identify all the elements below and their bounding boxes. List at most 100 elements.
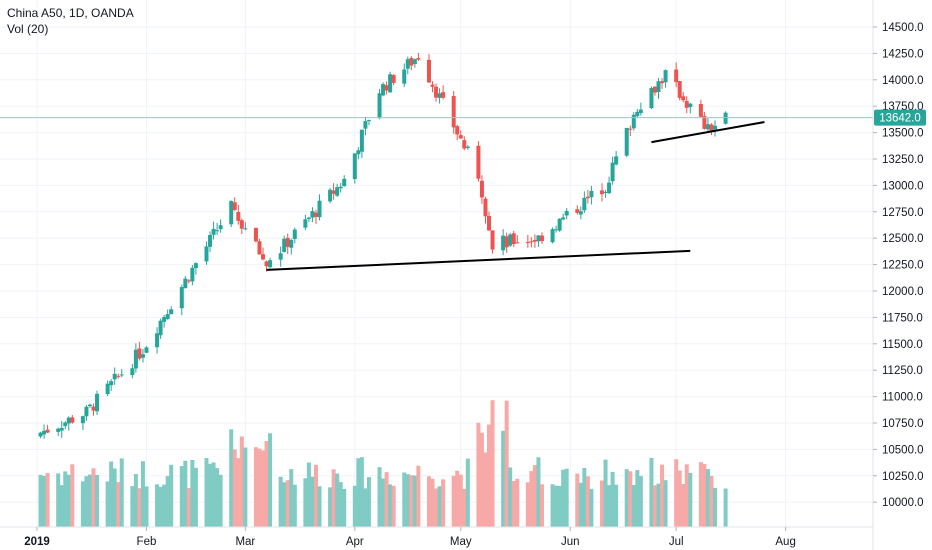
candle-body xyxy=(158,320,163,336)
candle-body xyxy=(253,227,258,242)
volume-bar xyxy=(561,469,566,527)
volume-bar xyxy=(292,484,297,527)
x-tick-label: Jun xyxy=(561,536,580,548)
candle-body xyxy=(660,81,665,84)
candle-body xyxy=(434,86,439,98)
candle-body xyxy=(624,127,629,156)
volume-bar xyxy=(525,482,530,527)
candle-body xyxy=(63,422,68,427)
volume-bar xyxy=(105,481,110,527)
volume-bar xyxy=(352,485,357,527)
volume-bar xyxy=(674,459,679,527)
y-tick-label: 10000.0 xyxy=(882,497,924,509)
volume-bar xyxy=(56,473,61,527)
volume-bar xyxy=(705,469,710,527)
y-tick-label: 12250.0 xyxy=(882,260,924,272)
volume-bar xyxy=(677,470,682,527)
volume-bar xyxy=(501,430,506,527)
candle-body xyxy=(501,235,506,251)
candle-body xyxy=(487,216,492,231)
candle-body xyxy=(628,128,633,130)
candle-body xyxy=(529,241,534,243)
y-tick-label: 11750.0 xyxy=(882,312,923,324)
candle-body xyxy=(684,101,689,108)
volume-bar xyxy=(66,474,71,527)
candle-body xyxy=(190,267,195,282)
candle-body xyxy=(409,58,414,66)
volume-bar xyxy=(95,474,100,527)
candle-body xyxy=(607,182,612,194)
volume-bar xyxy=(409,475,414,527)
candle-body xyxy=(479,180,484,198)
volume-bar xyxy=(338,482,343,527)
candle-body xyxy=(162,316,167,322)
volume-bar xyxy=(663,480,668,527)
candle-body xyxy=(441,92,446,98)
volume-bar xyxy=(328,487,333,527)
candle-body xyxy=(313,212,318,217)
volume-bar xyxy=(511,481,516,527)
volume-bar xyxy=(455,470,460,527)
volume-bar xyxy=(169,464,174,527)
volume-bar xyxy=(405,474,410,527)
volume-bar xyxy=(578,482,583,527)
time-scale[interactable]: 2019 Feb Mar Apr May Jun Jul Aug xyxy=(24,527,796,548)
candle-body xyxy=(264,261,269,267)
y-tick-label: 14250.0 xyxy=(882,48,924,60)
x-tick-label: Feb xyxy=(137,536,157,548)
candle-body xyxy=(91,406,96,411)
volume-bar xyxy=(303,478,308,527)
volume-bar xyxy=(359,457,364,527)
price-scale[interactable]: 10000.0 10250.0 10500.0 10750.0 11000.0 11250… xyxy=(873,22,924,509)
candle-body xyxy=(317,200,322,218)
candle-body xyxy=(674,69,679,83)
volume-bar xyxy=(702,464,707,527)
candle-body xyxy=(603,191,608,193)
candle-body xyxy=(278,253,283,260)
candle-body xyxy=(363,121,368,129)
volume-bar xyxy=(179,466,184,527)
volume-bar xyxy=(582,467,587,527)
volume-bar xyxy=(532,465,537,527)
candle-body xyxy=(179,287,184,309)
candle-body xyxy=(663,70,668,83)
volume-bar xyxy=(451,475,456,527)
volume-bar xyxy=(243,447,248,527)
volume-bar xyxy=(268,433,273,527)
candle-body xyxy=(282,238,287,252)
candle-body xyxy=(709,124,714,132)
volume-bar xyxy=(109,461,114,527)
candle-body xyxy=(508,234,513,246)
candle-body xyxy=(405,59,410,69)
volume-bar xyxy=(607,485,612,527)
volume-bar xyxy=(458,474,463,527)
candle-body xyxy=(511,233,516,245)
volume-bar xyxy=(508,467,513,527)
volume-bar xyxy=(218,474,223,527)
volume-bar xyxy=(709,475,714,527)
y-tick-label: 13250.0 xyxy=(882,154,924,166)
volume-bar xyxy=(38,474,43,527)
candle-body xyxy=(229,200,234,225)
volume-bar xyxy=(589,488,594,527)
candle-body xyxy=(109,381,114,386)
candle-body xyxy=(239,220,244,229)
volume-bar xyxy=(490,400,495,527)
candle-body xyxy=(70,417,75,423)
y-tick-label: 14000.0 xyxy=(882,75,924,87)
candle-layer xyxy=(38,52,728,439)
volume-bar xyxy=(310,476,315,527)
volume-bar xyxy=(313,464,318,527)
volume-bar xyxy=(317,486,322,527)
last-price-tag-bg xyxy=(874,109,926,126)
volume-bar xyxy=(638,476,643,527)
candle-body xyxy=(218,225,223,230)
volume-bar xyxy=(363,488,368,527)
candle-body xyxy=(677,81,682,98)
candle-body xyxy=(45,429,50,433)
candle-body xyxy=(539,235,544,242)
volume-bar xyxy=(133,473,138,527)
candle-body xyxy=(458,135,463,139)
last-price-label: 13642.0 xyxy=(879,113,921,125)
